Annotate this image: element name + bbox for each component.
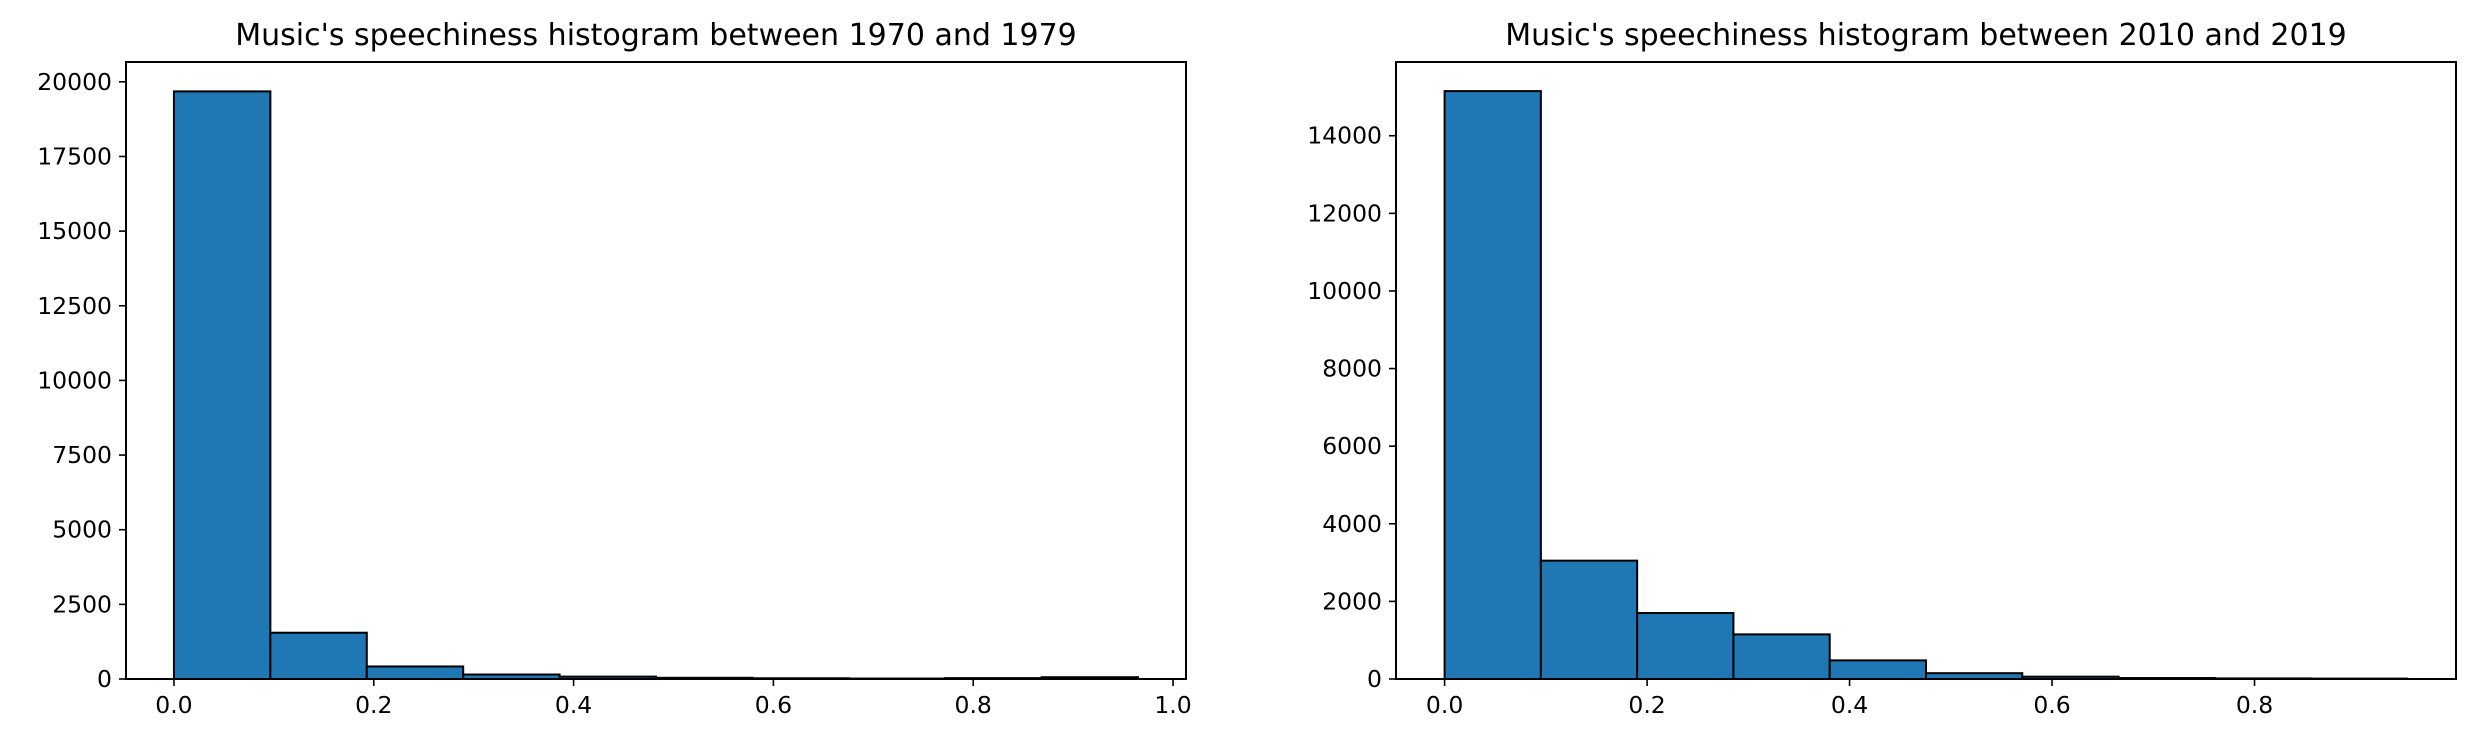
chart-1-x-tick-label-2: 0.2 [355,691,392,719]
chart-2-bar-4 [1732,633,1831,680]
chart-2-bar-5 [1828,659,1928,681]
chart-1-bar-1 [172,90,272,680]
chart-1-x-tick-label-1: 0.0 [155,691,192,719]
chart-1-y-tick-label-6: 12500 [37,292,112,320]
chart-1-y-tick-label-3: 5000 [52,516,112,544]
chart-1-y-tick-label-9: 20000 [37,68,112,96]
chart-2-bar-2 [1539,559,1639,680]
chart-2-y-tick-label-1: 0 [1367,665,1382,693]
chart-1-x-tick-label-6: 1.0 [1154,691,1191,719]
chart-1-x-tick-label-4: 0.6 [755,691,792,719]
chart-2-x-tick-label-2: 0.2 [1628,691,1665,719]
chart-2-y-tick-label-3: 4000 [1322,510,1382,538]
chart-1-title: Music's speechiness histogram between 19… [235,18,1077,53]
chart-2-y-tick-label-7: 12000 [1307,199,1382,227]
chart-2-y-tick-label-2: 2000 [1322,587,1382,615]
chart-1-x-tick-label-3: 0.4 [555,691,592,719]
chart-2-title: Music's speechiness histogram between 20… [1505,18,2347,53]
chart-1-bar-3 [365,665,465,681]
chart-1-bar-2 [269,631,368,681]
chart-2-y-tick-label-8: 14000 [1307,122,1382,150]
chart-2-x-tick-label-1: 0.0 [1426,691,1463,719]
chart-2-axes-frame [1395,61,2457,680]
chart-2-x-tick-label-5: 0.8 [2236,691,2273,719]
chart-2-histogram-2010-2019: Music's speechiness histogram between 20… [1307,18,2457,719]
chart-2-y-tick-label-4: 6000 [1322,432,1382,460]
chart-1-y-tick-label-1: 0 [97,665,112,693]
chart-1-x-tick-label-5: 0.8 [955,691,992,719]
chart-2-x-tick-label-4: 0.6 [2033,691,2070,719]
chart-1-y-tick-label-4: 7500 [52,441,112,469]
chart-1-y-tick-label-5: 10000 [37,366,112,394]
chart-1-y-tick-label-2: 2500 [52,590,112,618]
chart-2-x-tick-label-3: 0.4 [1831,691,1868,719]
chart-1-y-tick-label-8: 17500 [37,142,112,170]
chart-2-y-tick-label-6: 10000 [1307,277,1382,305]
chart-1-axes-frame [125,61,1187,680]
chart-2-y-tick-label-5: 8000 [1322,355,1382,383]
chart-1-y-tick-label-7: 15000 [37,217,112,245]
chart-2-bar-1 [1443,90,1542,681]
chart-1-histogram-1970-1979: Music's speechiness histogram between 19… [37,18,1191,719]
chart-2-bar-3 [1636,612,1735,680]
